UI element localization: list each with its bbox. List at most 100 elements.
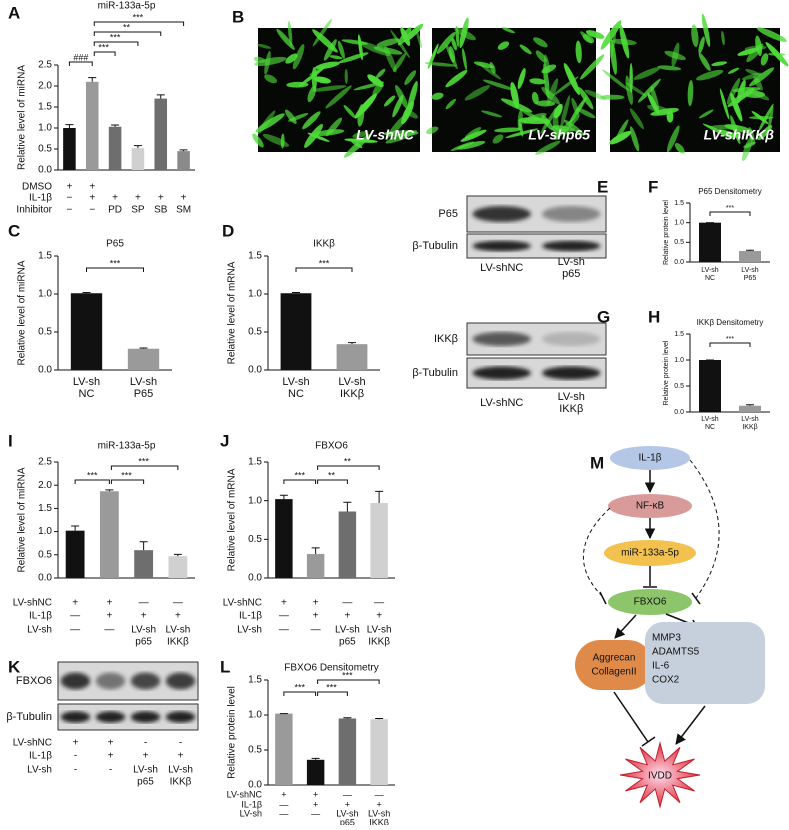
x-tick-label: LV-sh <box>73 376 100 388</box>
cell <box>450 141 475 152</box>
cell <box>460 129 487 142</box>
significance-label: ** <box>123 22 131 32</box>
x-tick-label: LV-sh <box>701 267 718 274</box>
bar <box>370 719 388 785</box>
cell <box>517 68 526 89</box>
condition-cell: + <box>175 611 181 622</box>
cell <box>323 39 337 61</box>
lane-label: LV-shNC <box>480 397 523 409</box>
y-tick-label: 1.5 <box>38 251 52 262</box>
cell <box>510 82 519 109</box>
blot-band <box>165 672 196 690</box>
condition-cell: + <box>89 193 95 204</box>
node <box>604 540 696 566</box>
condition-cell: — <box>311 625 321 636</box>
bar <box>63 128 76 170</box>
error-bar <box>105 489 114 492</box>
cell <box>633 67 661 80</box>
significance-label: *** <box>87 470 98 480</box>
cell <box>497 41 510 50</box>
condition-cell: SB <box>154 205 168 216</box>
chart-title: FBXO6 Densitometry <box>284 663 378 674</box>
significance-label: *** <box>342 670 353 680</box>
x-tick-label: NC <box>705 424 715 431</box>
cell <box>544 54 550 74</box>
blot-band <box>95 672 126 690</box>
y-axis-label: Relative level of miRNA <box>17 260 28 365</box>
cell <box>276 28 295 50</box>
bar <box>127 348 160 370</box>
cell <box>373 46 403 55</box>
cell <box>748 116 774 120</box>
x-tick-label: P65 <box>134 388 154 400</box>
cell <box>540 106 559 134</box>
y-tick-label: 0.5 <box>38 327 52 338</box>
bar <box>275 713 293 785</box>
error-bar <box>343 501 352 512</box>
condition-cell: — <box>374 598 384 609</box>
error-bar <box>343 717 352 719</box>
blot-band <box>472 206 531 222</box>
condition-cell: LV-sh <box>368 808 390 818</box>
cell <box>717 129 742 139</box>
node-label: IL-6 <box>652 661 670 672</box>
condition-cell: + <box>345 799 350 809</box>
bar <box>306 759 325 785</box>
panel-letter: L <box>220 657 230 676</box>
condition-name: IL-1β <box>241 799 262 809</box>
y-tick-label: 1.5 <box>248 675 262 686</box>
cell <box>426 126 439 135</box>
condition-name: IL-1β <box>29 193 52 204</box>
condition-cell: — <box>311 808 320 818</box>
cell <box>737 47 760 56</box>
panel-letter: M <box>590 453 604 472</box>
significance-bracket <box>317 691 348 696</box>
condition-cell: + <box>376 611 382 622</box>
blot-band <box>130 711 161 723</box>
bar <box>370 502 388 578</box>
cell <box>619 24 630 59</box>
x-tick-label: NC <box>705 275 715 282</box>
cell <box>431 92 444 100</box>
blot-band <box>130 672 161 690</box>
cell <box>518 108 549 125</box>
cell <box>671 42 680 67</box>
cell <box>285 109 297 124</box>
chart-title: P65 <box>106 239 124 250</box>
cell <box>757 124 773 141</box>
x-tick-label: NC <box>288 388 304 400</box>
cell <box>387 111 410 138</box>
cell <box>407 80 418 111</box>
cell <box>585 30 605 39</box>
cell <box>701 13 711 47</box>
panel-letter: C <box>8 221 20 240</box>
blot-band <box>542 331 601 347</box>
condition-name: LV-shNC <box>13 738 52 749</box>
cell <box>610 32 616 59</box>
error-bar <box>71 525 80 531</box>
cell <box>337 40 345 59</box>
cell <box>445 98 456 110</box>
significance-bracket <box>317 465 380 470</box>
significance-bracket <box>709 211 751 216</box>
cell <box>415 29 422 49</box>
x-tick-label: LV-sh <box>282 376 309 388</box>
significance-label: *** <box>326 682 337 692</box>
error-bar <box>156 94 165 99</box>
y-tick-label: 1.0 <box>674 357 684 364</box>
cell <box>451 37 457 51</box>
cell <box>724 124 753 133</box>
bar <box>306 554 325 578</box>
condition-name: LV-sh <box>240 808 262 818</box>
cell <box>285 53 298 64</box>
blot-row-label: β-Tubulin <box>6 711 52 723</box>
blot-band <box>60 672 91 690</box>
y-axis-label: Relative protein level <box>227 686 238 779</box>
cell <box>687 79 694 107</box>
y-tick-label: 0.5 <box>674 383 684 390</box>
cell <box>738 91 753 98</box>
lane-label: LV-shNC <box>480 262 523 274</box>
cell <box>674 142 685 154</box>
condition-cell: LV-sh <box>335 625 360 636</box>
y-tick-label: 2.0 <box>38 480 52 491</box>
